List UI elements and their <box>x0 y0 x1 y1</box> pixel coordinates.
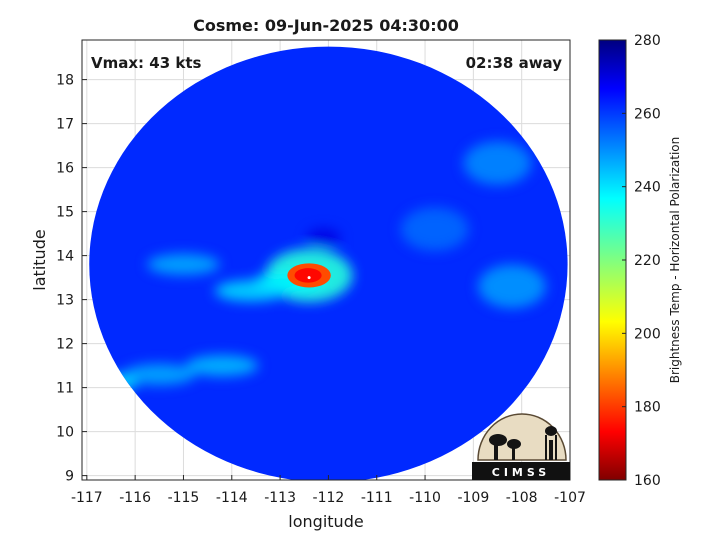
y-tick-label: 11 <box>56 381 74 397</box>
colorbar-label: Brightness Temp - Horizontal Polarizatio… <box>668 137 682 384</box>
x-tick-label: -114 <box>216 490 248 506</box>
colorbar: 160 180 200 220 240 260 280 Brightness Temp - … <box>598 33 682 489</box>
tb-feature-band <box>214 280 288 302</box>
tb-feature-eye <box>306 228 341 248</box>
x-ticks: -117 -116 -115 -114 -113 -112 -111 -110 -109 -108… <box>71 475 586 506</box>
chart-title: Cosme: 09-Jun-2025 04:30:00 <box>193 16 459 35</box>
colorbar-tick-label: 240 <box>634 180 661 196</box>
storm-center-dot <box>307 276 311 280</box>
x-tick-label: -111 <box>361 490 393 506</box>
colorbar-ticks: 160 180 200 220 240 260 280 <box>622 33 661 489</box>
y-tick-label: 16 <box>56 161 74 177</box>
tb-feature-cloud <box>478 264 546 309</box>
y-tick-label: 14 <box>56 249 74 265</box>
y-tick-label: 10 <box>56 425 74 441</box>
tb-feature-band <box>147 253 220 276</box>
tb-feature-cloud <box>400 207 469 251</box>
y-tick-label: 9 <box>65 469 74 485</box>
tb-feature-band <box>123 363 196 386</box>
y-ticks: 9 10 11 12 13 14 15 16 17 18 <box>56 73 87 485</box>
colorbar-tick-label: 280 <box>634 33 661 49</box>
tb-feature-band <box>185 354 259 377</box>
x-tick-label: -116 <box>119 490 151 506</box>
x-tick-label: -113 <box>264 490 296 506</box>
y-tick-label: 13 <box>56 293 74 309</box>
x-tick-label: -117 <box>71 490 103 506</box>
cimss-logo-text: CIMSS <box>492 466 550 479</box>
y-tick-label: 15 <box>56 205 74 221</box>
y-axis-label: latitude <box>30 229 49 290</box>
time-away-annotation: 02:38 away <box>466 54 563 72</box>
y-tick-label: 18 <box>56 73 74 89</box>
colorbar-tick-label: 160 <box>634 473 661 489</box>
y-tick-label: 17 <box>56 117 74 133</box>
x-tick-label: -107 <box>554 490 586 506</box>
colorbar-tick-label: 200 <box>634 326 661 342</box>
colorbar-tick-label: 260 <box>634 106 661 122</box>
convective-core-inner <box>294 268 322 283</box>
colorbar-tick-label: 220 <box>634 253 661 269</box>
tb-feature-cloud <box>463 141 532 185</box>
y-tick-label: 12 <box>56 337 74 353</box>
x-axis-label: longitude <box>288 512 363 531</box>
x-tick-label: -112 <box>313 490 345 506</box>
cimss-logo: CIMSS <box>472 413 570 480</box>
x-tick-label: -110 <box>409 490 441 506</box>
axes-frame <box>81 39 571 481</box>
colorbar-gradient <box>598 39 627 481</box>
x-tick-label: -109 <box>457 490 489 506</box>
storm-center-marker <box>307 276 311 280</box>
x-tick-label: -108 <box>506 490 538 506</box>
x-tick-label: -115 <box>168 490 200 506</box>
colorbar-tick-label: 180 <box>634 400 661 416</box>
vmax-annotation: Vmax: 43 kts <box>91 54 201 72</box>
